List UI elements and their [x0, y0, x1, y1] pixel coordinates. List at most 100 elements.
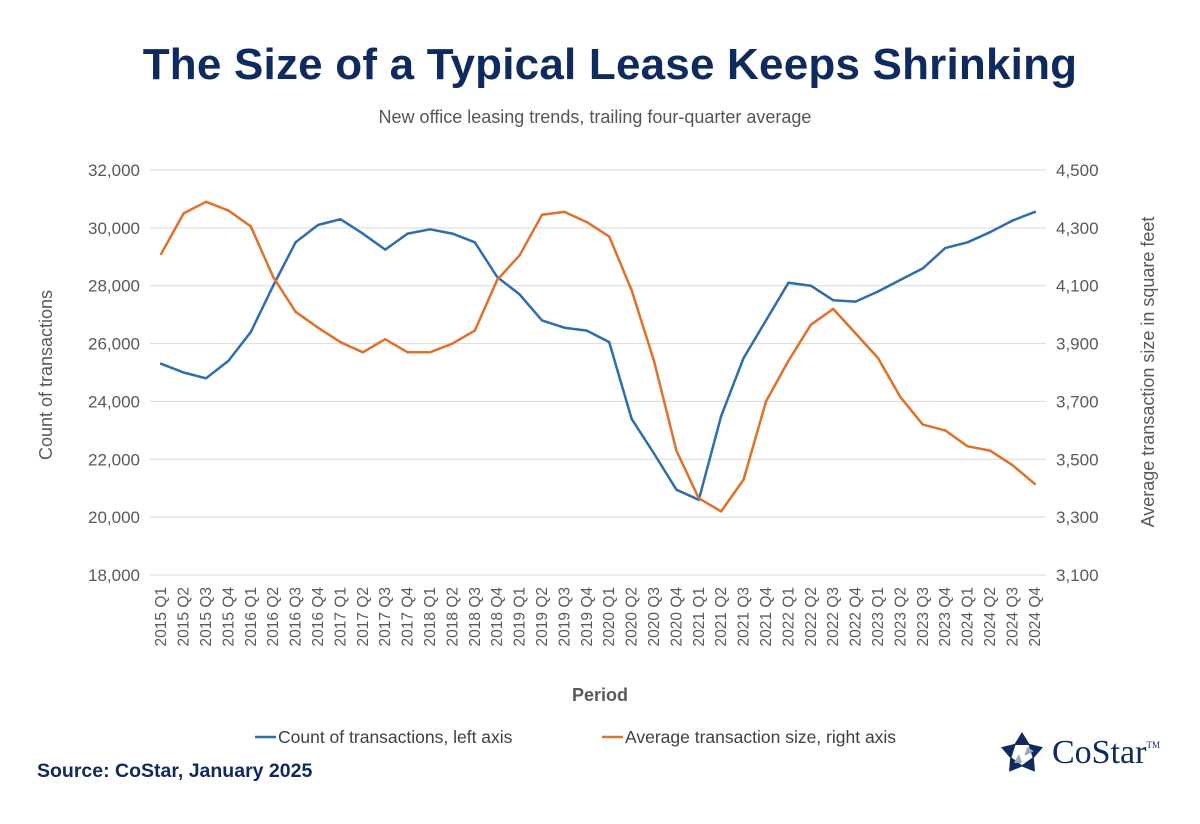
- x-tick-label: 2020 Q3: [646, 587, 663, 646]
- x-tick-label: 2019 Q1: [512, 587, 529, 646]
- size-series-point: [473, 329, 476, 332]
- size-series-point: [899, 395, 902, 399]
- x-tick-label: 2016 Q2: [265, 587, 282, 646]
- count-series-point: [921, 267, 924, 270]
- legend-label-size: Average transaction size, right axis: [625, 727, 896, 747]
- count-series-point: [809, 284, 812, 287]
- x-tick-label: 2016 Q3: [288, 587, 305, 646]
- left-axis-label: Count of transactions: [36, 290, 56, 460]
- count-series-point: [720, 414, 723, 418]
- size-series-point: [406, 351, 409, 354]
- count-series-point: [854, 300, 857, 303]
- size-series-point: [272, 275, 275, 279]
- size-series-line: [159, 200, 1037, 513]
- size-series-point: [944, 429, 947, 432]
- x-tick-label: 2017 Q3: [377, 587, 394, 646]
- count-series-point: [966, 241, 969, 244]
- count-series-point: [608, 340, 611, 344]
- left-tick-label: 18,000: [88, 566, 140, 585]
- size-series-point: [697, 497, 700, 500]
- size-series-point: [428, 351, 432, 354]
- size-series-point: [630, 288, 633, 292]
- size-series-point: [608, 235, 611, 238]
- size-series-point: [1033, 482, 1037, 486]
- right-tick-label: 3,700: [1056, 392, 1099, 411]
- size-series-point: [384, 338, 387, 341]
- size-series-point: [182, 212, 185, 215]
- size-series-point: [809, 323, 812, 326]
- count-series-point: [272, 284, 275, 287]
- count-series-point: [361, 232, 364, 235]
- size-series-point: [451, 342, 454, 345]
- count-series-point: [988, 230, 992, 234]
- count-series-point: [249, 330, 252, 334]
- count-series-point: [204, 377, 208, 380]
- count-series-point: [764, 319, 768, 322]
- count-series-point: [832, 298, 835, 302]
- count-series-point: [630, 417, 633, 420]
- right-axis-label: Average transaction size in square feet: [1138, 217, 1158, 528]
- count-series-point: [473, 241, 476, 244]
- size-series-point: [540, 213, 544, 217]
- right-tick-label: 3,900: [1056, 335, 1099, 354]
- left-tick-label: 24,000: [88, 392, 140, 411]
- count-series-point: [339, 217, 342, 221]
- x-tick-label: 2019 Q4: [579, 587, 596, 647]
- left-tick-label: 22,000: [88, 450, 140, 469]
- x-tick-label: 2022 Q3: [825, 587, 842, 646]
- size-series-point: [1011, 463, 1014, 467]
- left-tick-label: 20,000: [88, 508, 140, 527]
- size-series-point: [496, 278, 499, 282]
- count-series-point: [742, 356, 745, 360]
- x-tick-label: 2020 Q1: [601, 587, 618, 646]
- chart-subtitle: New office leasing trends, trailing four…: [378, 107, 812, 127]
- x-tick-label: 2024 Q1: [960, 587, 977, 646]
- x-tick-label: 2015 Q4: [220, 587, 237, 647]
- size-series-point: [294, 310, 297, 313]
- count-series-point: [1033, 210, 1037, 214]
- size-series-point: [227, 209, 230, 212]
- left-axis-ticks: 18,000 20,000 22,000 24,000 26,000 28,000 30,0…: [88, 161, 140, 585]
- legend: Count of transactions, left axis Average…: [255, 727, 896, 747]
- x-tick-label: 2018 Q4: [489, 587, 506, 647]
- x-tick-label: 2016 Q1: [243, 587, 260, 646]
- count-series-point: [451, 232, 454, 235]
- x-tick-label: 2015 Q3: [198, 587, 215, 646]
- x-tick-label: 2022 Q4: [848, 587, 865, 647]
- size-series-point: [204, 200, 208, 204]
- x-tick-label: 2023 Q2: [892, 587, 909, 646]
- count-series-point: [406, 232, 409, 235]
- count-series-point: [1011, 219, 1014, 222]
- size-series-point: [585, 220, 588, 224]
- count-series-point: [944, 246, 947, 250]
- series-lines: [159, 200, 1037, 513]
- x-tick-label: 2021 Q3: [736, 587, 753, 646]
- count-series-point: [585, 329, 588, 332]
- right-tick-label: 3,300: [1056, 508, 1099, 527]
- count-series-point: [787, 281, 790, 285]
- size-series-point: [854, 332, 857, 335]
- size-series-point: [921, 423, 924, 426]
- size-series-point: [160, 252, 163, 256]
- x-tick-label: 2024 Q3: [1004, 587, 1021, 646]
- right-tick-label: 3,100: [1056, 566, 1099, 585]
- count-series-point: [160, 362, 163, 366]
- count-series-point: [518, 293, 521, 296]
- size-series-point: [988, 449, 992, 452]
- x-tick-label: 2017 Q1: [332, 587, 349, 646]
- count-series-point: [675, 488, 678, 491]
- x-tick-label: 2019 Q3: [556, 587, 573, 646]
- x-tick-label: 2018 Q3: [467, 587, 484, 646]
- count-series-point: [227, 359, 230, 363]
- chart-title: The Size of a Typical Lease Keeps Shrink…: [142, 40, 1078, 89]
- x-tick-label: 2021 Q4: [758, 587, 775, 647]
- count-series-point: [563, 326, 566, 329]
- legend-label-count: Count of transactions, left axis: [278, 727, 513, 747]
- x-tick-label: 2016 Q4: [310, 587, 327, 647]
- right-tick-label: 4,100: [1056, 277, 1099, 296]
- x-tick-label: 2017 Q2: [355, 587, 372, 646]
- costar-wordmark: CoStarTM: [1052, 734, 1160, 771]
- right-axis-ticks: 3,100 3,300 3,500 3,700 3,900 4,100 4,300 4,500: [1056, 161, 1099, 585]
- right-tick-label: 3,500: [1056, 450, 1099, 469]
